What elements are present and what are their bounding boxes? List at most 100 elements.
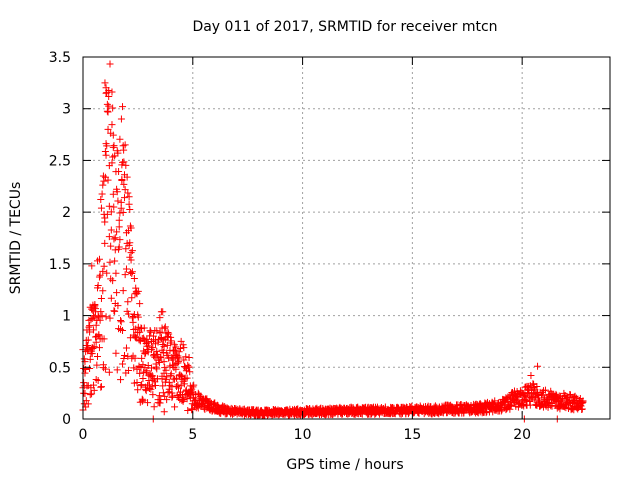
- data-point: [99, 267, 107, 275]
- data-point: [104, 108, 112, 116]
- data-point: [460, 409, 468, 417]
- data-point: [96, 271, 104, 279]
- data-point: [90, 386, 98, 394]
- data-point: [167, 333, 175, 341]
- data-point: [157, 396, 165, 404]
- data-point: [111, 234, 119, 242]
- data-point: [186, 368, 194, 376]
- data-point: [103, 100, 111, 108]
- data-point: [90, 343, 98, 351]
- data-point: [174, 381, 182, 389]
- data-point: [90, 381, 98, 389]
- data-point: [107, 242, 115, 250]
- data-point: [180, 344, 188, 352]
- y-tick-label: 2.5: [49, 153, 71, 169]
- data-point: [534, 362, 542, 370]
- data-point: [90, 326, 98, 334]
- data-point: [88, 350, 96, 358]
- data-point: [107, 226, 115, 234]
- data-point: [106, 258, 114, 266]
- x-tick-label: 15: [403, 427, 421, 443]
- data-point: [125, 200, 133, 208]
- data-point: [104, 176, 112, 184]
- data-point: [86, 391, 94, 399]
- x-tick-label: 0: [79, 427, 88, 443]
- data-point: [86, 364, 94, 372]
- data-point: [183, 374, 191, 382]
- data-point: [156, 399, 164, 407]
- data-point: [97, 195, 105, 203]
- data-point: [149, 391, 157, 399]
- data-point: [134, 386, 142, 394]
- data-point: [97, 308, 105, 316]
- data-point: [177, 372, 185, 380]
- x-tick-label: 10: [294, 427, 312, 443]
- data-point: [163, 396, 171, 404]
- data-point: [121, 141, 129, 149]
- data-point: [95, 331, 103, 339]
- data-point: [108, 121, 116, 129]
- data-point: [180, 380, 188, 388]
- data-point: [100, 262, 108, 270]
- y-axis-label: SRMTID / TECUs: [8, 182, 24, 295]
- data-point: [97, 383, 105, 391]
- data-point: [179, 341, 187, 349]
- data-point: [115, 223, 123, 231]
- data-point: [95, 313, 103, 321]
- data-point: [85, 323, 93, 331]
- data-point: [94, 377, 102, 385]
- data-point: [158, 375, 166, 383]
- data-point: [159, 341, 167, 349]
- data-point: [161, 323, 169, 331]
- data-point: [116, 135, 124, 143]
- data-point: [112, 269, 120, 277]
- data-point: [155, 359, 163, 367]
- data-point: [175, 354, 183, 362]
- data-point: [141, 350, 149, 358]
- data-point: [128, 294, 136, 302]
- data-point: [111, 257, 119, 265]
- data-point: [144, 339, 152, 347]
- data-point: [137, 382, 145, 390]
- data-point: [102, 151, 110, 159]
- data-point: [152, 363, 160, 371]
- data-point: [119, 209, 127, 217]
- data-point: [121, 271, 129, 279]
- data-point: [157, 353, 165, 361]
- data-point: [89, 344, 97, 352]
- data-point: [128, 270, 136, 278]
- data-point: [103, 210, 111, 218]
- x-axis-label: GPS time / hours: [286, 457, 403, 473]
- data-point: [119, 103, 127, 111]
- data-point: [93, 361, 101, 369]
- data-point: [130, 274, 138, 282]
- data-point: [148, 364, 156, 372]
- data-point: [121, 351, 129, 359]
- data-point: [164, 388, 172, 396]
- data-point: [129, 318, 137, 326]
- data-point: [579, 398, 587, 406]
- data-point: [86, 322, 94, 330]
- data-point: [526, 397, 534, 405]
- data-point: [102, 313, 110, 321]
- data-point: [175, 358, 183, 366]
- data-point: [124, 298, 132, 306]
- data-point: [482, 409, 490, 417]
- data-point: [103, 107, 111, 115]
- data-point: [99, 181, 107, 189]
- data-point: [134, 313, 142, 321]
- data-point: [103, 269, 111, 277]
- data-point: [102, 89, 110, 97]
- data-points: [79, 60, 587, 423]
- data-point: [175, 348, 183, 356]
- y-tick-label: 0.5: [49, 360, 71, 376]
- data-point: [578, 405, 586, 413]
- data-point: [112, 349, 120, 357]
- data-point: [114, 197, 122, 205]
- data-point: [122, 161, 130, 169]
- data-point: [476, 400, 484, 408]
- data-point: [128, 268, 136, 276]
- data-point: [172, 365, 180, 373]
- data-point: [184, 407, 192, 415]
- data-point: [95, 273, 103, 281]
